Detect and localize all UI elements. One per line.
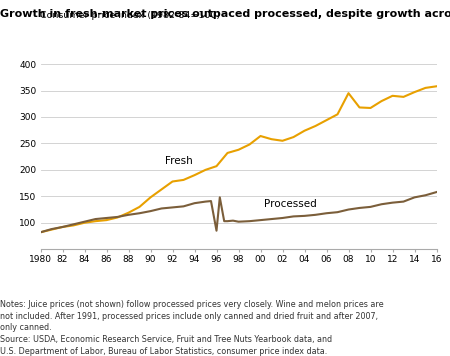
Text: Consumer price index (1982-84=100): Consumer price index (1982-84=100): [40, 11, 220, 20]
Text: Notes: Juice prices (not shown) follow processed prices very closely. Wine and m: Notes: Juice prices (not shown) follow p…: [0, 300, 383, 356]
Text: Growth in fresh-market prices outpaced processed, despite growth across all sect: Growth in fresh-market prices outpaced p…: [0, 9, 450, 19]
Text: Processed: Processed: [264, 199, 316, 209]
Text: Fresh: Fresh: [165, 156, 193, 166]
